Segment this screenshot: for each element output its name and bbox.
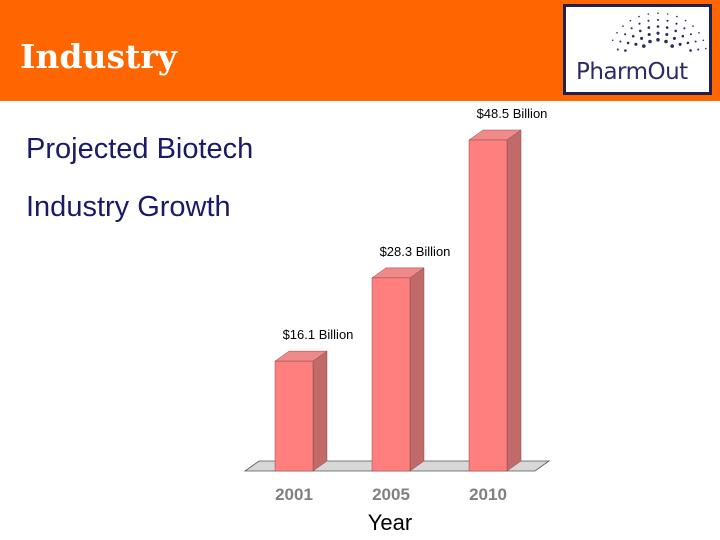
logo-dot (705, 47, 707, 50)
logo-dot (647, 13, 650, 15)
logo-dot (647, 19, 650, 22)
logo-dot (611, 39, 614, 42)
logo-dot (656, 38, 660, 42)
bar-side (409, 267, 425, 472)
bar-side (312, 350, 328, 472)
logo-dot (642, 44, 646, 48)
logo-dot (689, 49, 692, 52)
logo-dot (676, 15, 678, 18)
logo-dot (647, 32, 651, 37)
logo-dot (639, 29, 642, 33)
logo-dot (619, 40, 622, 43)
logo-dot (634, 42, 638, 46)
data-label: $16.1 Billion (283, 327, 354, 342)
logo-dot (675, 22, 678, 25)
dot-arc-logo-icon (611, 12, 707, 52)
slide-title: Industry (20, 37, 177, 76)
logo-dot (674, 29, 677, 33)
logo-text: PharmOut (576, 59, 688, 85)
x-tick-label: 2001 (275, 485, 313, 504)
logo-dot (656, 18, 660, 21)
logo-dot (638, 22, 641, 25)
logo-dot (629, 19, 632, 22)
logo-dot (631, 34, 635, 38)
logo-dot (702, 39, 705, 42)
logo-dot (681, 34, 685, 38)
pharmout-logo: PharmOut (563, 4, 712, 95)
logo-dot (624, 33, 627, 36)
logo-dot (656, 31, 660, 35)
x-tick-label: 2010 (469, 485, 507, 504)
logo-dot (647, 26, 651, 29)
logo-dot (630, 27, 633, 30)
logo-dot (616, 32, 618, 34)
x-tick-label: 2005 (372, 485, 410, 504)
data-label: $48.5 Billion (477, 106, 548, 121)
logo-dot (672, 36, 676, 40)
logo-dot (664, 39, 668, 44)
logo-dot (689, 33, 692, 36)
logo-dot (616, 48, 619, 51)
logo-dot (697, 48, 700, 51)
logo-dot (666, 13, 669, 15)
heading-line-2: Industry Growth (26, 191, 231, 223)
logo-dot (656, 25, 660, 28)
bar-side (506, 129, 522, 472)
logo-dot (683, 27, 686, 30)
logo-dot (698, 32, 700, 34)
logo-dot (684, 19, 687, 22)
chart-heading: Projected Biotech Industry Growth (26, 120, 366, 236)
logo-dot (692, 25, 694, 27)
logo-dot (686, 41, 690, 45)
heading-line-1: Projected Biotech (26, 133, 254, 165)
logo-dot (640, 36, 644, 40)
logo-dot (665, 32, 669, 37)
x-axis-label: Year (368, 510, 412, 535)
logo-dot (622, 25, 624, 27)
logo-dot (678, 42, 682, 46)
logo-dot (694, 40, 697, 43)
logo-dot (626, 41, 630, 45)
bar (371, 277, 411, 472)
data-label: $28.3 Billion (380, 244, 451, 259)
logo-dot (638, 15, 640, 18)
logo-dot (657, 12, 659, 14)
bar (274, 360, 314, 472)
logo-dot (624, 49, 627, 52)
logo-dot (665, 26, 669, 29)
logo-dot (648, 39, 652, 44)
logo-dot (666, 19, 669, 22)
logo-dot (670, 44, 674, 48)
bar (468, 139, 508, 472)
